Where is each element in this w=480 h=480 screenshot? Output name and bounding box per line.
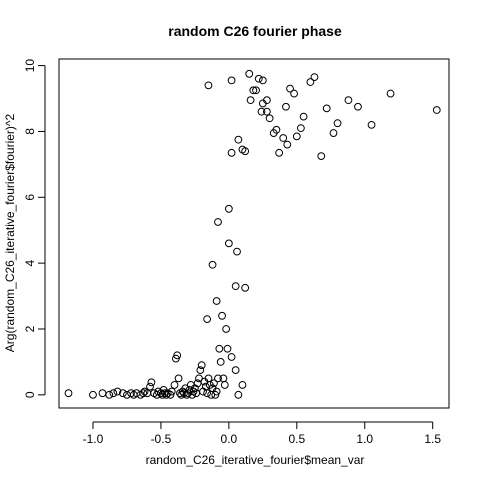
data-point xyxy=(228,149,235,156)
data-point xyxy=(197,367,204,374)
data-point xyxy=(368,121,375,128)
data-point xyxy=(234,248,241,255)
data-point xyxy=(293,133,300,140)
x-tick-label: 1.0 xyxy=(356,432,373,446)
data-point xyxy=(255,75,262,82)
data-point xyxy=(204,390,211,397)
data-point xyxy=(106,391,113,398)
data-point xyxy=(283,103,290,110)
data-point xyxy=(148,379,155,386)
data-point xyxy=(175,375,182,382)
data-point xyxy=(205,82,212,89)
data-point xyxy=(215,219,222,226)
data-point xyxy=(242,284,249,291)
y-tick-label: 8 xyxy=(23,128,37,135)
data-point xyxy=(323,105,330,112)
data-point xyxy=(239,382,246,389)
data-point xyxy=(228,354,235,361)
x-tick-label: -0.5 xyxy=(151,432,172,446)
data-point xyxy=(147,383,154,390)
data-point xyxy=(225,240,232,247)
x-axis: -1.0 -0.5 0.0 0.5 1.0 1.5 xyxy=(83,422,442,446)
data-point xyxy=(209,261,216,268)
data-point xyxy=(232,283,239,290)
data-point xyxy=(247,97,254,104)
data-point xyxy=(171,382,178,389)
data-point xyxy=(300,113,307,120)
data-point xyxy=(228,77,235,84)
data-point xyxy=(65,390,72,397)
data-point xyxy=(217,359,224,366)
data-points xyxy=(65,70,440,398)
data-point xyxy=(223,326,230,333)
x-tick-label: 1.5 xyxy=(424,432,441,446)
y-axis-label: Arg(random_C26_iterative_fourier$fourier… xyxy=(3,113,17,352)
y-tick-label: 2 xyxy=(23,325,37,332)
x-axis-label: random_C26_iterative_fourier$mean_var xyxy=(146,453,365,467)
data-point xyxy=(246,70,253,77)
data-point xyxy=(297,125,304,132)
data-point xyxy=(334,120,341,127)
data-point xyxy=(99,390,106,397)
data-point xyxy=(204,316,211,323)
data-point xyxy=(259,77,266,84)
x-tick-label: 0.5 xyxy=(288,432,305,446)
data-point xyxy=(433,107,440,114)
data-point xyxy=(110,390,117,397)
x-tick-label: -1.0 xyxy=(83,432,104,446)
data-point xyxy=(330,130,337,137)
x-tick-label: 0.0 xyxy=(221,432,238,446)
y-tick-label: 0 xyxy=(23,391,37,398)
data-point xyxy=(198,362,205,369)
data-point xyxy=(276,149,283,156)
plot-frame xyxy=(59,59,449,408)
data-point xyxy=(355,103,362,110)
data-point xyxy=(387,90,394,97)
data-point xyxy=(221,382,228,389)
data-point xyxy=(291,90,298,97)
data-point xyxy=(345,97,352,104)
data-point xyxy=(318,153,325,160)
y-tick-label: 6 xyxy=(23,194,37,201)
y-axis: 0 2 4 6 8 10 xyxy=(23,59,45,399)
data-point xyxy=(284,141,291,148)
y-tick-label: 10 xyxy=(23,59,37,73)
data-point xyxy=(124,391,131,398)
chart-title: random C26 fourier phase xyxy=(168,23,342,39)
data-point xyxy=(280,135,287,142)
data-point xyxy=(225,205,232,212)
data-point xyxy=(219,312,226,319)
data-point xyxy=(266,115,273,122)
data-point xyxy=(224,345,231,352)
y-tick-label: 4 xyxy=(23,259,37,266)
data-point xyxy=(213,298,220,305)
data-point xyxy=(235,136,242,143)
data-point xyxy=(235,391,242,398)
data-point xyxy=(232,367,239,374)
data-point xyxy=(216,345,223,352)
data-point xyxy=(311,74,318,81)
data-point xyxy=(90,391,97,398)
